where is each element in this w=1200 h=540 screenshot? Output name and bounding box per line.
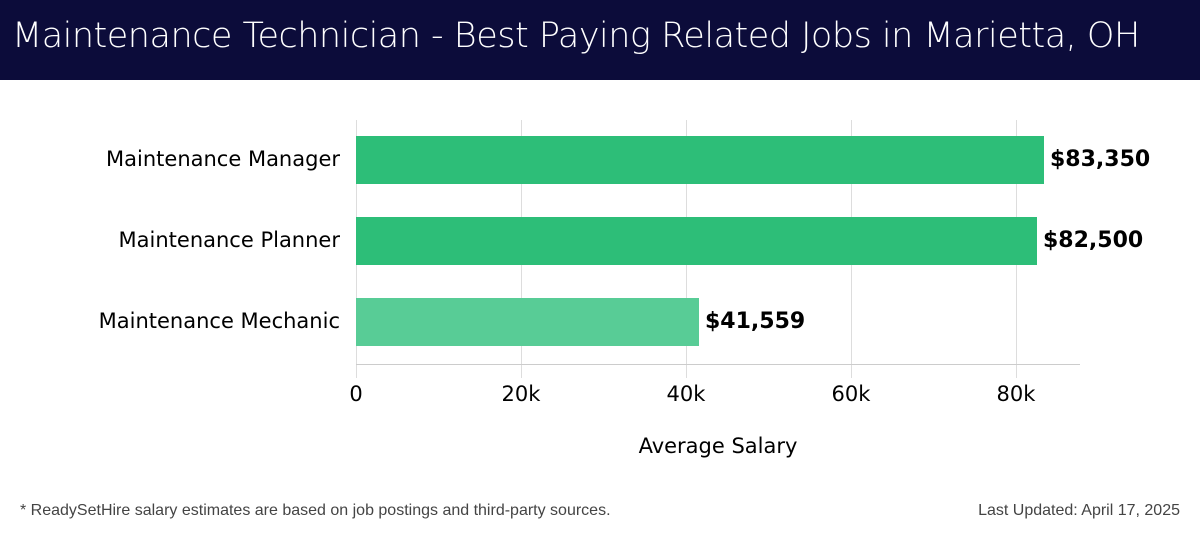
x-tick-label: 40k xyxy=(666,382,706,406)
bar-maintenance-mechanic[interactable] xyxy=(356,298,699,346)
x-tick-label: 80k xyxy=(996,382,1036,406)
plot-area: $83,350 $82,500 $41,559 xyxy=(356,120,1150,378)
bar-value-label: $82,500 xyxy=(1043,228,1144,253)
x-axis-line xyxy=(356,364,1080,365)
chart-header: Maintenance Technician - Best Paying Rel… xyxy=(0,0,1200,80)
x-tick-label: 20k xyxy=(501,382,541,406)
category-label: Maintenance Mechanic xyxy=(98,309,340,333)
x-tick-label: 0 xyxy=(349,382,363,406)
last-updated: Last Updated: April 17, 2025 xyxy=(978,502,1180,519)
bar-maintenance-planner[interactable] xyxy=(356,217,1037,265)
x-axis-title: Average Salary xyxy=(638,434,798,458)
chart-title: Maintenance Technician - Best Paying Rel… xyxy=(12,16,1140,56)
bar-value-label: $83,350 xyxy=(1050,147,1151,172)
category-label: Maintenance Planner xyxy=(118,228,340,252)
bar-value-label: $41,559 xyxy=(705,309,806,334)
x-tick-label: 60k xyxy=(831,382,871,406)
bar-maintenance-manager[interactable] xyxy=(356,136,1044,184)
footnote: * ReadySetHire salary estimates are base… xyxy=(20,502,611,519)
category-label: Maintenance Manager xyxy=(106,147,340,171)
